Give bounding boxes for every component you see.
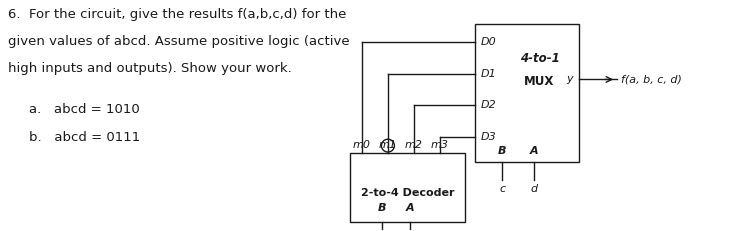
Text: given values of abcd. Assume positive logic (active: given values of abcd. Assume positive lo… bbox=[8, 35, 350, 48]
Text: 4-to-1: 4-to-1 bbox=[520, 52, 559, 65]
Text: b.   abcd = 0111: b. abcd = 0111 bbox=[29, 131, 140, 144]
Text: 2-to-4 Decoder: 2-to-4 Decoder bbox=[360, 188, 454, 198]
Bar bbox=[475, 24, 579, 162]
Text: D1: D1 bbox=[481, 69, 496, 79]
Text: a.   abcd = 1010: a. abcd = 1010 bbox=[29, 103, 140, 116]
Text: m3: m3 bbox=[431, 140, 448, 150]
Text: m2: m2 bbox=[405, 140, 423, 150]
Text: f(a, b, c, d): f(a, b, c, d) bbox=[621, 74, 682, 85]
Text: 6.  For the circuit, give the results f(a,b,c,d) for the: 6. For the circuit, give the results f(a… bbox=[8, 8, 346, 21]
Text: MUX: MUX bbox=[524, 76, 555, 88]
Text: D3: D3 bbox=[481, 132, 496, 142]
Text: A: A bbox=[530, 146, 539, 155]
Text: D2: D2 bbox=[481, 100, 496, 110]
Text: m1: m1 bbox=[379, 140, 397, 150]
Text: high inputs and outputs). Show your work.: high inputs and outputs). Show your work… bbox=[8, 62, 292, 75]
Text: B: B bbox=[378, 203, 386, 213]
Text: B: B bbox=[498, 146, 506, 155]
Bar bbox=[350, 152, 465, 222]
Text: d: d bbox=[531, 184, 538, 194]
Text: m0: m0 bbox=[353, 140, 371, 150]
Text: A: A bbox=[405, 203, 414, 213]
Text: y: y bbox=[567, 74, 573, 85]
Text: D0: D0 bbox=[481, 37, 496, 47]
Text: c: c bbox=[499, 184, 506, 194]
